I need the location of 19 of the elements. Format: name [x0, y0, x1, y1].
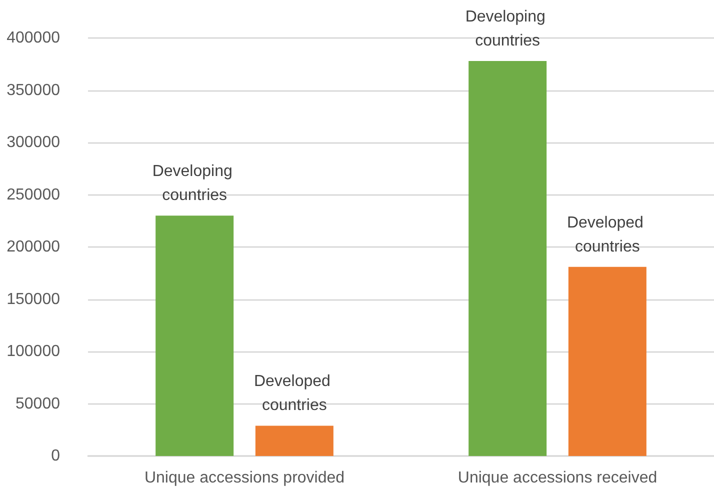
y-tick-label: 350000: [6, 82, 60, 99]
y-tick-label: 250000: [6, 186, 60, 204]
y-tick-label: 150000: [6, 290, 60, 308]
x-tick-label: Unique accessions provided: [144, 470, 345, 486]
bar: [255, 426, 334, 456]
bar: [568, 266, 646, 456]
y-tick-label: 200000: [6, 238, 60, 256]
text: Developed countries: [566, 214, 644, 256]
y-tick-label: 400000: [6, 30, 60, 46]
y-tick-label: 300000: [6, 134, 60, 151]
series-label: Developed countries: [254, 373, 335, 414]
bar: [468, 60, 547, 456]
series-label: Developing countries: [152, 163, 237, 204]
bar: [156, 216, 234, 456]
x-tick-label: Unique accessions received: [458, 470, 658, 486]
y-tick-label: 100000: [6, 343, 60, 360]
text: Developing countries: [465, 8, 546, 50]
y-tick-label: 50000: [16, 395, 60, 412]
y-tick-label: 0: [51, 448, 60, 464]
